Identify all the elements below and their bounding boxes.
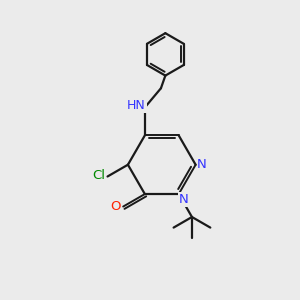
Text: N: N (178, 193, 188, 206)
Text: HN: HN (127, 100, 146, 112)
Text: Cl: Cl (92, 169, 105, 182)
Text: N: N (197, 158, 207, 171)
Text: O: O (111, 200, 121, 213)
